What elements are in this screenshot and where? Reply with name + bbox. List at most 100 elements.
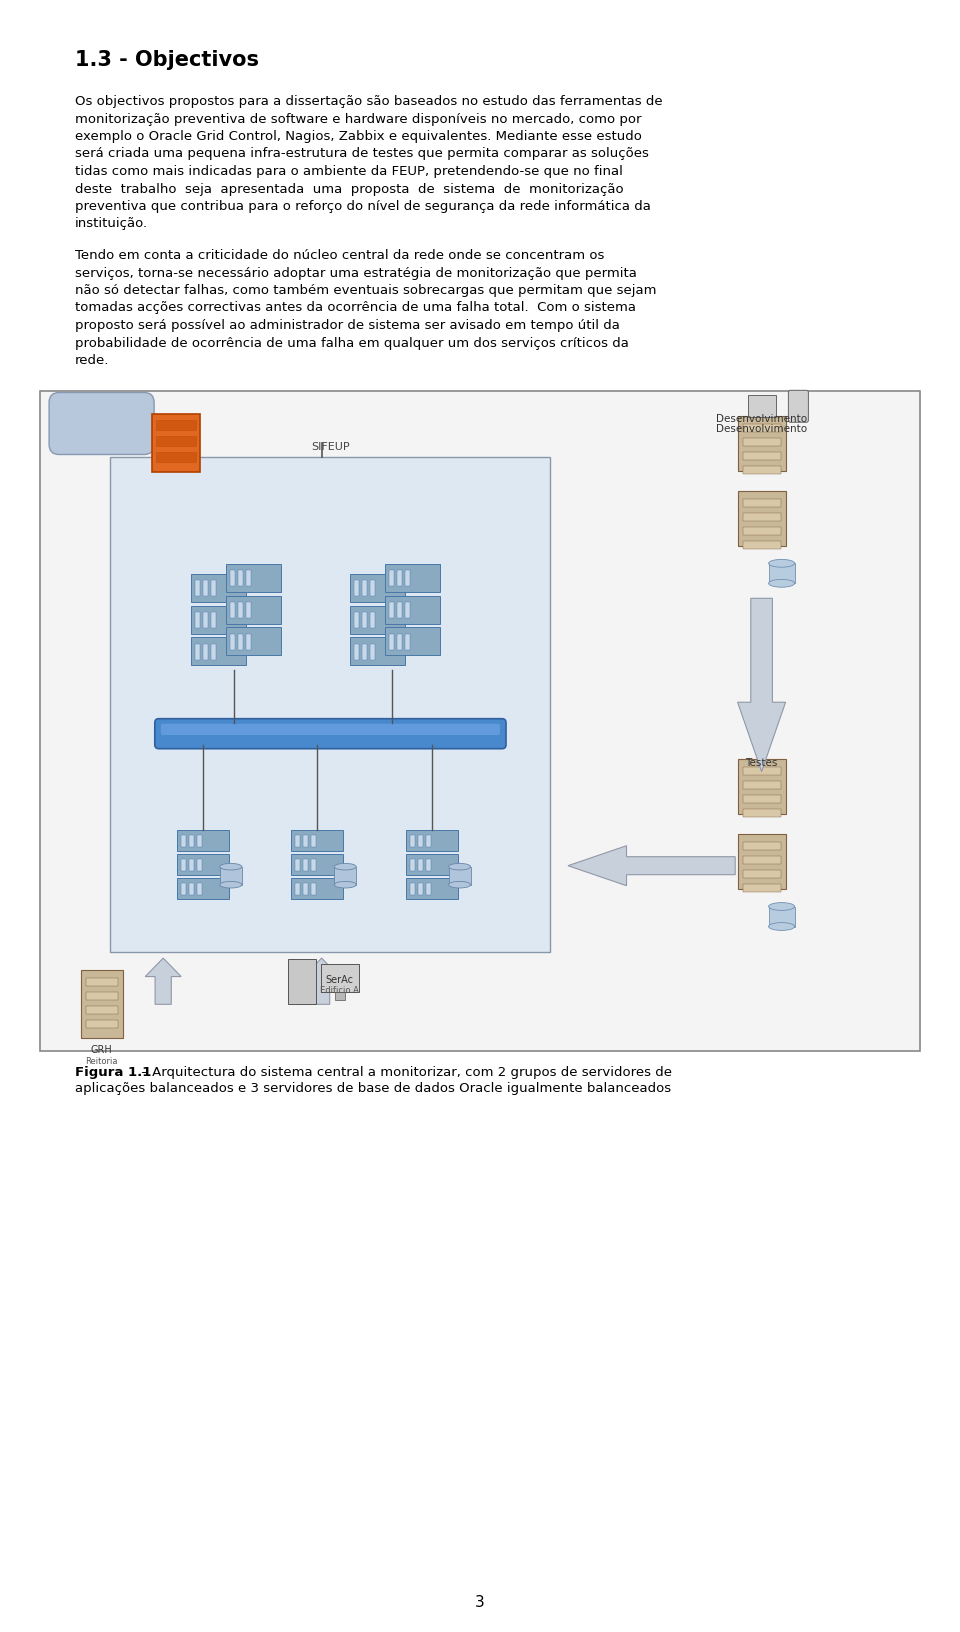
Bar (425, 858, 431, 871)
Text: Edificio A: Edificio A (321, 986, 359, 994)
Text: Desenvolvimento: Desenvolvimento (716, 424, 807, 434)
Text: exemplo o Oracle Grid Control, Nagios, Zabbix e equivalentes. Mediante esse estu: exemplo o Oracle Grid Control, Nagios, Z… (75, 131, 642, 144)
Bar (737, 759, 785, 814)
Bar (737, 416, 785, 472)
Polygon shape (145, 958, 181, 1005)
Bar (40, 392, 920, 1051)
Text: Testes: Testes (745, 757, 778, 767)
Bar (406, 854, 458, 875)
Text: 1.3 - Objectivos: 1.3 - Objectivos (75, 51, 259, 70)
Text: 3: 3 (475, 1594, 485, 1609)
Bar (227, 596, 281, 623)
Bar (189, 836, 194, 847)
Bar (197, 858, 202, 871)
Bar (385, 628, 440, 656)
Bar (404, 571, 410, 588)
Bar (353, 645, 358, 659)
Text: Tendo em conta a criticidade do núcleo central da rede onde se concentram os: Tendo em conta a criticidade do núcleo c… (75, 248, 605, 261)
Text: Os objectivos propostos para a dissertação são baseados no estudo das ferramenta: Os objectivos propostos para a dissertaç… (75, 95, 662, 108)
Bar (246, 602, 252, 619)
Bar (211, 645, 216, 659)
Bar (743, 870, 780, 878)
Bar (410, 858, 415, 871)
Bar (743, 809, 780, 818)
FancyBboxPatch shape (161, 725, 500, 736)
Bar (370, 612, 374, 628)
Text: preventiva que contribua para o reforço do nível de segurança da rede informátic: preventiva que contribua para o reforço … (75, 199, 651, 212)
Bar (230, 602, 235, 619)
Bar (410, 836, 415, 847)
Bar (370, 581, 374, 597)
Text: Reitoria: Reitoria (85, 1056, 118, 1066)
Bar (246, 571, 252, 588)
Bar (410, 883, 415, 894)
Bar (156, 437, 197, 447)
Bar (204, 645, 208, 659)
Bar (743, 542, 780, 550)
Bar (353, 612, 358, 628)
Bar (211, 612, 216, 628)
Bar (335, 992, 345, 1000)
Text: SerAc: SerAc (325, 974, 353, 984)
Bar (180, 858, 186, 871)
Bar (81, 971, 123, 1038)
Text: SIFEUP: SIFEUP (311, 441, 349, 450)
Text: deste  trabalho  seja  apresentada  uma  proposta  de  sistema  de  monitorizaçã: deste trabalho seja apresentada uma prop… (75, 183, 624, 196)
Bar (291, 878, 344, 899)
Ellipse shape (769, 924, 795, 930)
Bar (743, 499, 780, 508)
Bar (418, 836, 422, 847)
Bar (195, 612, 200, 628)
Bar (197, 836, 202, 847)
Bar (311, 883, 316, 894)
Bar (156, 421, 197, 431)
Bar (743, 439, 780, 447)
Ellipse shape (448, 881, 470, 888)
Bar (404, 635, 410, 650)
Text: aplicações balanceados e 3 servidores de base de dados Oracle igualmente balance: aplicações balanceados e 3 servidores de… (75, 1082, 671, 1095)
Bar (396, 602, 401, 619)
Bar (238, 602, 243, 619)
Bar (230, 635, 235, 650)
Bar (303, 836, 308, 847)
Bar (238, 571, 243, 588)
Bar (425, 836, 431, 847)
Ellipse shape (220, 863, 242, 870)
Text: tomadas acções correctivas antes da ocorrência de uma falha total.  Com o sistem: tomadas acções correctivas antes da ocor… (75, 302, 636, 315)
Bar (743, 795, 780, 803)
Text: GRH: GRH (91, 1044, 112, 1054)
Bar (385, 565, 440, 592)
Bar (743, 514, 780, 522)
Bar (334, 867, 356, 885)
Polygon shape (568, 845, 735, 886)
Text: Desenvolvimento: Desenvolvimento (716, 415, 807, 424)
Bar (191, 574, 246, 602)
Bar (406, 878, 458, 899)
Bar (191, 607, 246, 635)
Bar (180, 836, 186, 847)
Ellipse shape (334, 881, 356, 888)
Bar (349, 638, 404, 666)
Bar (396, 571, 401, 588)
Bar (227, 628, 281, 656)
Text: rede.: rede. (75, 354, 109, 367)
Bar (296, 836, 300, 847)
Bar (303, 883, 308, 894)
Bar (177, 831, 228, 852)
Bar (288, 960, 316, 1005)
Bar (404, 602, 410, 619)
Bar (743, 424, 780, 432)
Bar (362, 645, 367, 659)
Bar (230, 571, 235, 588)
Bar (425, 883, 431, 894)
Text: proposto será possível ao administrador de sistema ser avisado em tempo útil da: proposto será possível ao administrador … (75, 318, 620, 331)
Bar (204, 581, 208, 597)
Text: não só detectar falhas, como também eventuais sobrecargas que permitam que sejam: não só detectar falhas, como também even… (75, 284, 657, 297)
Ellipse shape (220, 881, 242, 888)
Bar (362, 581, 367, 597)
Text: instituição.: instituição. (75, 217, 148, 230)
Ellipse shape (448, 863, 470, 870)
Bar (743, 842, 780, 850)
Bar (177, 878, 228, 899)
Bar (406, 831, 458, 852)
